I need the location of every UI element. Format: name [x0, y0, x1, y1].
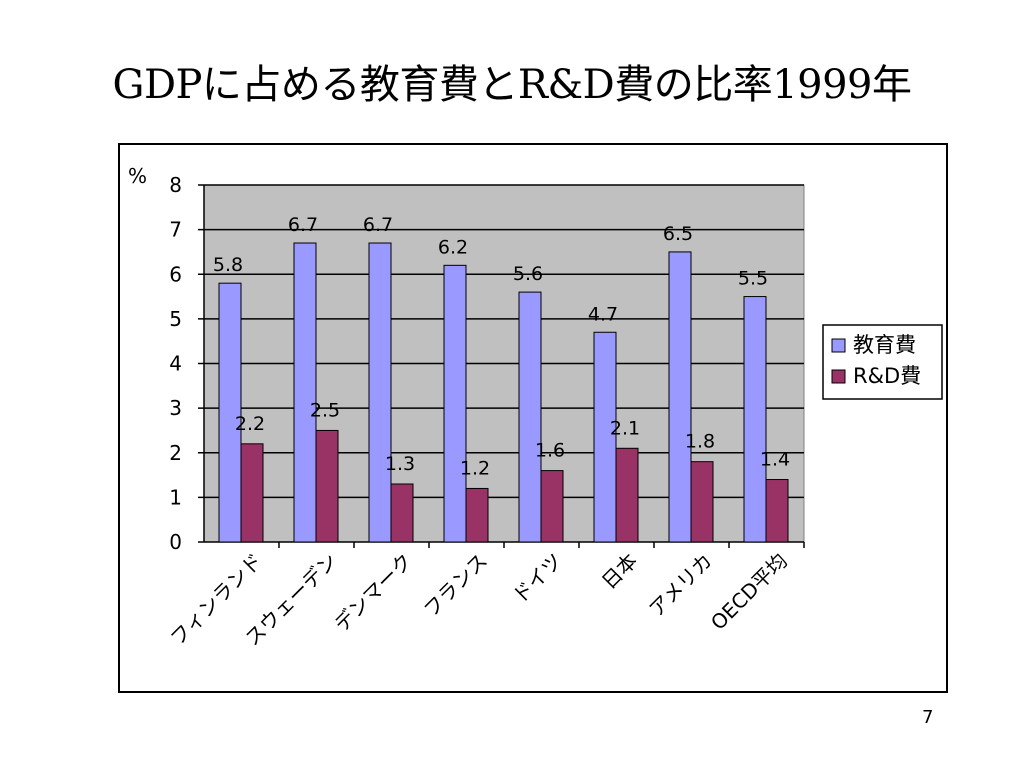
bar-education — [518, 291, 542, 543]
slide-title: GDPに占める教育費とR&D費の比率1999年 — [112, 62, 912, 108]
bar-education — [593, 331, 617, 543]
bar-rd — [240, 443, 264, 543]
x-category-label: ドイツ — [508, 549, 567, 608]
data-label-education: 5.5 — [738, 268, 768, 290]
data-label-rd: 1.3 — [385, 453, 415, 475]
y-tick-label: 2 — [169, 441, 182, 465]
data-label-rd: 2.2 — [235, 413, 265, 435]
x-category-label: フランス — [419, 549, 492, 622]
data-label-rd: 1.8 — [685, 431, 715, 453]
bar-rd — [465, 487, 489, 543]
data-label-rd: 2.1 — [610, 417, 640, 439]
bar-rd — [765, 479, 789, 543]
data-label-education: 6.2 — [438, 236, 468, 258]
y-tick-label: 3 — [169, 396, 182, 420]
bar-rd — [315, 429, 339, 543]
legend-box — [822, 324, 943, 400]
data-label-rd: 1.6 — [535, 440, 565, 462]
data-label-education: 6.7 — [288, 214, 318, 236]
x-category-label: OECD平均 — [706, 549, 792, 635]
y-tick-label: 7 — [169, 218, 182, 242]
y-tick-label: 6 — [169, 262, 182, 286]
bar-education — [668, 251, 692, 543]
bar-education — [293, 242, 317, 543]
data-label-education: 5.6 — [513, 263, 543, 285]
bar-education — [368, 242, 392, 543]
legend-label: 教育費 — [853, 333, 916, 357]
data-label-education: 5.8 — [213, 254, 243, 276]
bar-rd — [390, 483, 414, 543]
bar-education — [743, 296, 767, 543]
x-category-label: 日本 — [597, 549, 642, 594]
data-label-rd: 2.5 — [310, 399, 340, 421]
y-tick-label: 8 — [169, 173, 182, 197]
y-tick-label: 5 — [169, 307, 182, 331]
legend-swatch — [831, 369, 846, 384]
data-label-rd: 1.2 — [460, 457, 490, 479]
bar-education — [218, 282, 242, 543]
data-label-education: 6.5 — [663, 223, 693, 245]
bar-education — [443, 264, 467, 543]
legend-swatch — [831, 338, 846, 353]
data-label-rd: 1.4 — [760, 449, 790, 471]
bar-rd — [540, 470, 564, 543]
page-number: 7 — [922, 707, 934, 728]
legend-label: R&D費 — [853, 364, 921, 388]
bar-rd — [690, 461, 714, 543]
y-tick-label: 0 — [169, 530, 182, 554]
data-label-education: 4.7 — [588, 303, 618, 325]
y-tick-label: 4 — [169, 352, 182, 376]
data-label-education: 6.7 — [363, 214, 393, 236]
chart-frame: 0 1 2 3 4 5 6 7 8% 5.8 2.2 フィンランド 6.7 2.5 スウェーデン 6.7 1.… — [118, 143, 948, 693]
y-tick-label: 1 — [169, 485, 182, 509]
y-axis-unit-label: % — [128, 164, 147, 188]
x-category-label: デンマーク — [329, 549, 417, 637]
bar-rd — [615, 447, 639, 543]
x-category-label: アメリカ — [644, 549, 717, 622]
